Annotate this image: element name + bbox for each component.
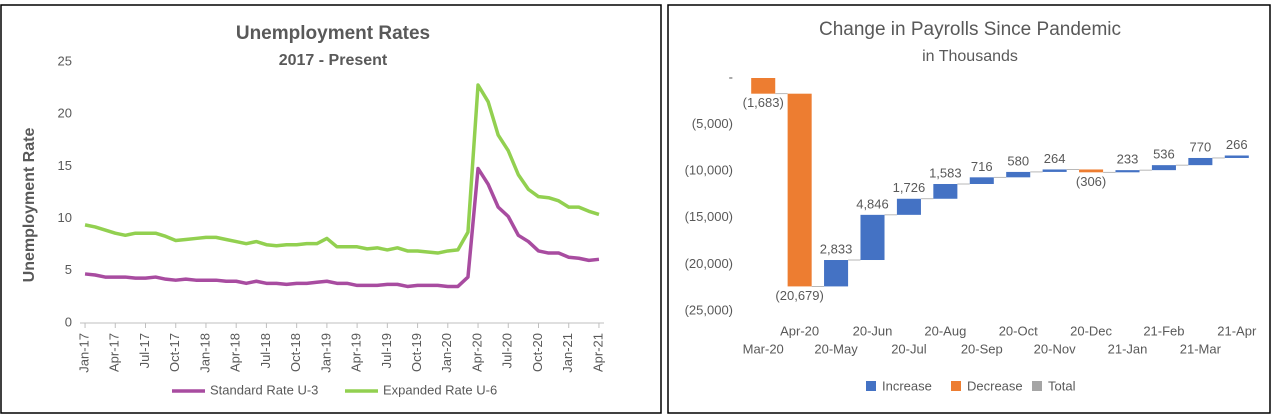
legend-label: Expanded Rate U-6 xyxy=(383,382,497,397)
x-tick-label: Jul-18 xyxy=(258,333,273,368)
data-label: 716 xyxy=(971,159,993,174)
bar xyxy=(1224,155,1249,158)
x-tick-label: Apr-21 xyxy=(590,333,605,372)
x-tick-label: Apr-19 xyxy=(349,333,364,372)
y-tick-label: 15 xyxy=(58,158,72,173)
series-line xyxy=(84,166,600,289)
bar xyxy=(751,78,776,94)
x-tick-label: 21-Apr xyxy=(1217,323,1257,338)
x-tick-label: Jan-17 xyxy=(76,333,91,373)
y-tick-label: 10 xyxy=(58,210,72,225)
x-tick-label: 20-Sep xyxy=(961,341,1003,356)
data-label: 536 xyxy=(1153,147,1175,162)
y-tick-label: (5,000) xyxy=(692,116,733,131)
x-tick-label: 21-Feb xyxy=(1143,323,1184,338)
x-tick-label: Oct-20 xyxy=(530,333,545,372)
x-tick-label: Jan-20 xyxy=(439,333,454,373)
x-tick-label: Jan-19 xyxy=(318,333,333,373)
y-tick-label: (15,000) xyxy=(685,209,733,224)
legend-swatch xyxy=(951,381,961,391)
right-panel xyxy=(667,4,1271,414)
y-tick-label: (25,000) xyxy=(685,302,733,317)
x-tick-label: Oct-17 xyxy=(167,333,182,372)
y-axis-label: Unemployment Rate xyxy=(21,128,38,283)
data-label: (306) xyxy=(1076,174,1106,189)
series-line xyxy=(84,83,600,255)
y-tick-label: 25 xyxy=(58,53,72,68)
data-label: 580 xyxy=(1007,153,1029,168)
legend-swatch xyxy=(866,381,876,391)
y-tick-label: 0 xyxy=(65,314,72,329)
y-tick-label: 5 xyxy=(65,262,72,277)
x-tick-label: Oct-18 xyxy=(288,333,303,372)
y-tick-label: (20,000) xyxy=(685,256,733,271)
data-label: (1,683) xyxy=(743,95,784,110)
x-tick-label: Apr-20 xyxy=(780,323,819,338)
bar xyxy=(1079,169,1104,173)
legend-label: Total xyxy=(1048,378,1076,393)
x-tick-label: Apr-20 xyxy=(469,333,484,372)
legend-label: Standard Rate U-3 xyxy=(210,382,318,397)
data-label: 2,833 xyxy=(820,241,853,256)
x-tick-label: Jan-18 xyxy=(197,333,212,373)
x-tick-label: Jul-17 xyxy=(137,333,152,368)
chart-subtitle: in Thousands xyxy=(922,48,1018,65)
x-tick-label: 20-Oct xyxy=(999,323,1038,338)
chart-title: Change in Payrolls Since Pandemic xyxy=(819,19,1121,40)
x-tick-label: Jul-20 xyxy=(500,333,515,368)
bar xyxy=(896,198,921,215)
legend-label: Decrease xyxy=(967,378,1023,393)
legend-swatch xyxy=(1032,381,1042,391)
legend-label: Increase xyxy=(882,378,932,393)
x-tick-label: Mar-20 xyxy=(743,341,784,356)
x-tick-label: 20-Nov xyxy=(1034,341,1076,356)
bar xyxy=(1188,157,1213,166)
data-label: 264 xyxy=(1044,151,1066,166)
bar xyxy=(1042,169,1067,172)
x-tick-label: 21-Jan xyxy=(1108,341,1148,356)
bar xyxy=(1115,170,1140,173)
x-tick-label: Jul-19 xyxy=(379,333,394,368)
x-tick-label: 20-Jul xyxy=(891,341,927,356)
x-tick-label: Apr-18 xyxy=(228,333,243,372)
data-label: 770 xyxy=(1190,139,1212,154)
bar xyxy=(1151,165,1176,171)
chart-title: Unemployment Rates xyxy=(236,23,430,44)
bar xyxy=(969,177,994,185)
y-tick-label: - xyxy=(729,69,733,84)
data-label: 4,846 xyxy=(856,196,889,211)
bar xyxy=(787,93,812,287)
data-label: (20,679) xyxy=(775,288,823,303)
data-label: 233 xyxy=(1117,152,1139,167)
x-tick-label: 20-Dec xyxy=(1070,323,1112,338)
x-tick-label: 20-May xyxy=(814,341,858,356)
bar xyxy=(1006,171,1031,178)
left-panel xyxy=(0,4,662,414)
x-tick-label: Oct-19 xyxy=(409,333,424,372)
x-tick-label: Jan-21 xyxy=(560,333,575,373)
x-tick-label: 20-Aug xyxy=(924,323,966,338)
bar xyxy=(824,260,849,287)
y-tick-label: (10,000) xyxy=(685,163,733,178)
bar xyxy=(933,184,958,199)
chart-subtitle: 2017 - Present xyxy=(279,52,388,69)
x-tick-label: 20-Jun xyxy=(853,323,893,338)
x-tick-label: Apr-17 xyxy=(107,333,122,372)
data-label: 1,583 xyxy=(929,165,962,180)
data-label: 266 xyxy=(1226,137,1248,152)
x-tick-label: 21-Mar xyxy=(1180,341,1222,356)
y-tick-label: 20 xyxy=(58,106,72,121)
bar xyxy=(860,214,885,261)
data-label: 1,726 xyxy=(893,180,926,195)
